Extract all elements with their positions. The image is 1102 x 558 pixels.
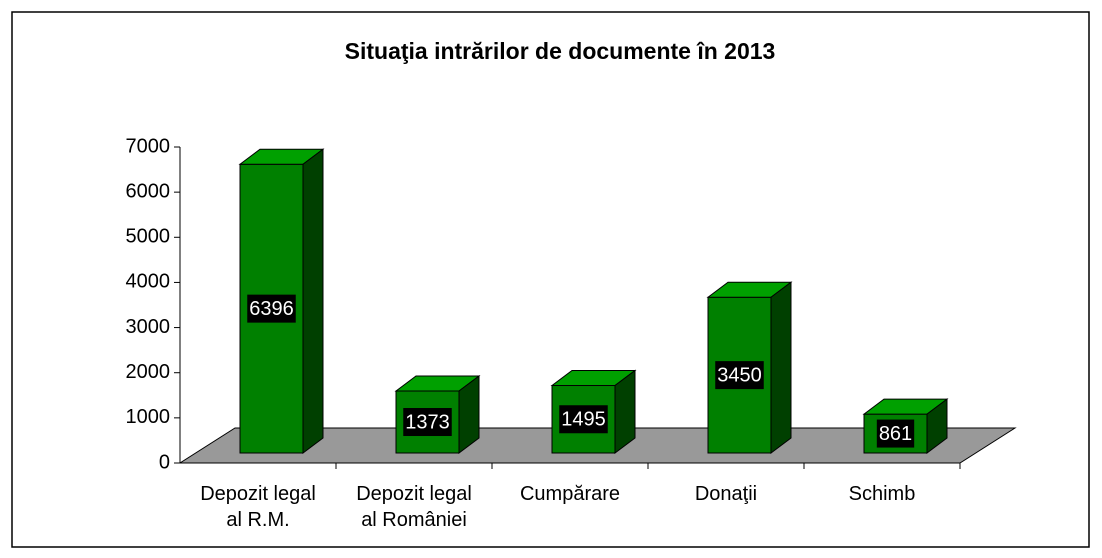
y-tick-label: 4000: [126, 271, 171, 293]
x-tick-label: Cumpărare: [519, 483, 621, 505]
y-tick-label: 1000: [126, 406, 171, 428]
x-tick-label: Schimb: [848, 483, 916, 505]
chart-title: Situaţia intrărilor de documente în 2013: [345, 38, 776, 64]
bar-side: [614, 369, 636, 454]
bar-side: [302, 148, 324, 454]
y-tick-label: 7000: [126, 135, 171, 157]
data-label: 1495: [561, 409, 606, 431]
data-label: 6396: [249, 298, 294, 320]
data-label-box: [247, 294, 296, 323]
data-label-box: [559, 405, 608, 434]
bar-side: [458, 375, 480, 454]
data-label-box: [715, 361, 764, 390]
bar-side: [926, 398, 948, 454]
x-tick-label: Depozit legal al României: [356, 483, 472, 531]
chart-border: [11, 11, 1090, 548]
data-label: 3450: [717, 364, 762, 386]
bar-side: [770, 281, 792, 454]
y-tick-label: 0: [159, 451, 170, 473]
data-label-box: [403, 408, 452, 437]
x-tick-label: Depozit legal al R.M.: [200, 483, 316, 531]
data-label: 1373: [405, 411, 450, 433]
data-label-box: [876, 419, 915, 448]
y-tick-label: 5000: [126, 226, 171, 248]
y-tick-label: 6000: [126, 180, 171, 202]
data-label: 861: [879, 423, 912, 445]
y-tick-label: 3000: [126, 316, 171, 338]
x-tick-label: Donaţii: [694, 483, 758, 505]
y-tick-label: 2000: [126, 361, 171, 383]
